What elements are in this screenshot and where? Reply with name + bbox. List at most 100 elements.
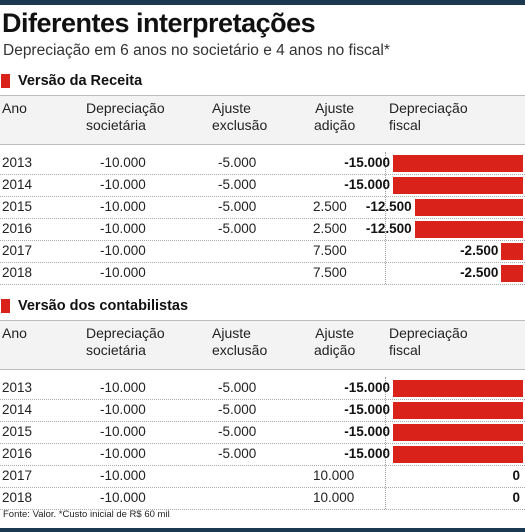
header-depreciacao-fiscal-line2: fiscal	[389, 117, 421, 133]
cell-ano: 2017	[2, 468, 33, 483]
bar-depreciacao-fiscal	[414, 221, 523, 238]
header-ajuste-exclusao-line2: exclusão	[212, 117, 268, 133]
red-square-icon	[1, 74, 10, 88]
cell-ajuste-adi: 2.500	[313, 199, 347, 214]
header-ajuste-exclusao: Ajuste exclusão	[212, 325, 267, 359]
table-row: 2015 -10.000 -5.000 2.500 -12.500	[0, 196, 525, 219]
table-section: Versão da Receita Ano Depreciação societári…	[0, 73, 525, 285]
header-ano: Ano	[2, 325, 27, 341]
table-row: 2016 -10.000 -5.000 2.500 -12.500	[0, 218, 525, 241]
bar-value-label: -12.500	[365, 221, 412, 236]
cell-dep-soc: -10.000	[100, 446, 146, 461]
header-depreciacao-fiscal: Depreciação fiscal	[389, 100, 468, 134]
cell-ano: 2015	[2, 424, 33, 439]
table-row: 2017 -10.000 7.500 -2.500	[0, 240, 525, 263]
section-title-text: Versão da Receita	[18, 73, 143, 89]
cell-ano: 2015	[2, 199, 33, 214]
cell-ajuste-adi: 7.500	[313, 265, 347, 280]
bar-depreciacao-fiscal	[414, 199, 523, 216]
cell-dep-soc: -10.000	[100, 265, 146, 280]
header-depreciacao-societaria-line1: Depreciação	[86, 325, 165, 341]
cell-ano: 2018	[2, 265, 33, 280]
table-header: Ano Depreciação societária Ajuste exclusão Aj…	[0, 95, 525, 145]
header-ajuste-adicao: Ajuste adição	[314, 100, 355, 134]
header-depreciacao-societaria-line1: Depreciação	[86, 100, 165, 116]
chart-title: Diferentes interpretações	[2, 8, 316, 38]
cell-ano: 2017	[2, 243, 33, 258]
cell-ajuste-adi: 7.500	[313, 243, 347, 258]
bar-depreciacao-fiscal	[393, 177, 523, 194]
header-depreciacao-fiscal: Depreciação fiscal	[389, 325, 468, 359]
header-ano: Ano	[2, 100, 27, 116]
header-ajuste-exclusao-line1: Ajuste	[212, 325, 251, 341]
bar-depreciacao-fiscal	[393, 402, 523, 419]
header-ajuste-adicao-line1: Ajuste	[315, 325, 355, 341]
cell-ajuste-exc: -5.000	[218, 402, 257, 417]
cell-ajuste-exc: -5.000	[218, 177, 257, 192]
bar-depreciacao-fiscal	[393, 155, 523, 172]
header-ajuste-adicao-line2: adição	[314, 117, 356, 133]
cell-ajuste-exc: -5.000	[218, 155, 257, 170]
bar-value-label: -2.500	[460, 243, 499, 258]
cell-dep-soc: -10.000	[100, 155, 146, 170]
cell-ajuste-exc: -5.000	[218, 199, 257, 214]
cell-ajuste-exc: -5.000	[218, 380, 257, 395]
table-section: Versão dos contabilistas Ano Depreciação so…	[0, 298, 525, 510]
section-title: Versão da Receita	[0, 73, 142, 89]
cell-dep-soc: -10.000	[100, 199, 146, 214]
red-square-icon	[1, 299, 10, 313]
cell-dep-soc: -10.000	[100, 468, 146, 483]
table-row: 2013 -10.000 -5.000 -15.000	[0, 377, 525, 400]
cell-dep-soc: -10.000	[100, 380, 146, 395]
cell-ano: 2018	[2, 490, 33, 505]
top-rule	[0, 0, 525, 5]
cell-ajuste-exc: -5.000	[218, 221, 257, 236]
table-row: 2018 -10.000 7.500 -2.500	[0, 262, 525, 285]
header-depreciacao-fiscal-line1: Depreciação	[389, 100, 468, 116]
header-ajuste-exclusao-line2: exclusão	[212, 342, 268, 358]
cell-ajuste-adi: 2.500	[313, 221, 347, 236]
bar-depreciacao-fiscal	[393, 446, 523, 463]
bar-value-label: -12.500	[365, 199, 412, 214]
bar-value-label: 0	[512, 490, 520, 505]
cell-ano: 2014	[2, 177, 33, 192]
bar-value-label: -15.000	[344, 446, 390, 461]
cell-ajuste-exc: -5.000	[218, 446, 257, 461]
header-ajuste-adicao: Ajuste adição	[314, 325, 355, 359]
section-title-text: Versão dos contabilistas	[18, 298, 189, 314]
header-depreciacao-societaria-line2: societária	[86, 342, 146, 358]
bottom-rule	[0, 528, 525, 532]
table-header: Ano Depreciação societária Ajuste exclusão Aj…	[0, 320, 525, 370]
cell-ano: 2013	[2, 155, 33, 170]
source-note: Fonte: Valor. *Custo inicial de R$ 60 mi…	[3, 509, 170, 520]
bar-value-label: -15.000	[344, 402, 390, 417]
header-ajuste-exclusao: Ajuste exclusão	[212, 100, 267, 134]
cell-ajuste-adi: 10.000	[313, 468, 355, 483]
bar-value-label: -15.000	[344, 177, 390, 192]
cell-ajuste-adi: 10.000	[313, 490, 355, 505]
table-row: 2018 -10.000 10.000 0	[0, 487, 525, 510]
table-row: 2014 -10.000 -5.000 -15.000	[0, 399, 525, 422]
cell-dep-soc: -10.000	[100, 424, 146, 439]
table-row: 2015 -10.000 -5.000 -15.000	[0, 421, 525, 444]
bar-value-label: -15.000	[344, 380, 390, 395]
section-title: Versão dos contabilistas	[0, 298, 188, 314]
header-depreciacao-fiscal-line1: Depreciação	[389, 325, 468, 341]
cell-ajuste-exc: -5.000	[218, 424, 257, 439]
table-row: 2013 -10.000 -5.000 -15.000	[0, 152, 525, 175]
cell-dep-soc: -10.000	[100, 243, 146, 258]
bar-value-label: 0	[512, 468, 520, 483]
bar-depreciacao-fiscal	[393, 424, 523, 441]
header-depreciacao-societaria: Depreciação societária	[86, 100, 165, 134]
cell-dep-soc: -10.000	[100, 177, 146, 192]
bar-depreciacao-fiscal	[501, 243, 523, 260]
header-depreciacao-societaria: Depreciação societária	[86, 325, 165, 359]
header-ajuste-exclusao-line1: Ajuste	[212, 100, 251, 116]
header-depreciacao-fiscal-line2: fiscal	[389, 342, 421, 358]
cell-ano: 2016	[2, 446, 33, 461]
header-ajuste-adicao-line2: adição	[314, 342, 356, 358]
header-ajuste-adicao-line1: Ajuste	[315, 100, 355, 116]
cell-dep-soc: -10.000	[100, 402, 146, 417]
cell-ano: 2016	[2, 221, 33, 236]
table-row: 2017 -10.000 10.000 0	[0, 465, 525, 488]
